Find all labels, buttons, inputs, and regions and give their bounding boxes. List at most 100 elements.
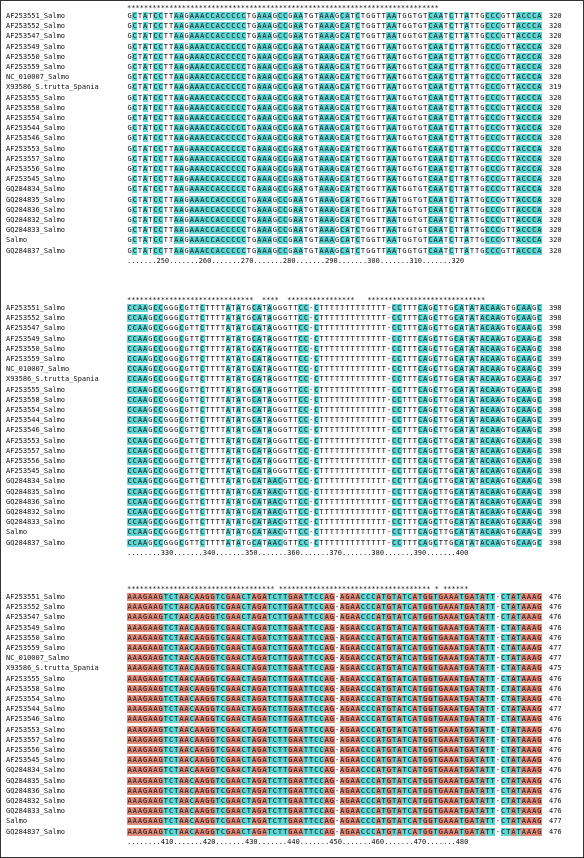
residue: C: [158, 83, 164, 92]
residue: A: [526, 644, 532, 652]
residue: A: [235, 593, 242, 601]
residue: T: [293, 406, 298, 414]
residue: T: [220, 426, 226, 435]
residue: T: [397, 175, 402, 184]
residue: A: [464, 205, 470, 214]
residue: A: [256, 205, 262, 214]
residue: G: [371, 32, 376, 41]
residue: C: [484, 314, 491, 323]
residue: T: [381, 446, 386, 455]
residue: T: [246, 154, 252, 163]
residue: T: [168, 63, 174, 71]
residue: A: [386, 185, 392, 194]
residue: A: [142, 83, 148, 92]
residue: G: [277, 365, 283, 374]
residue: A: [178, 144, 185, 153]
residue: T: [469, 83, 475, 92]
residue: T: [412, 446, 418, 455]
residue: C: [225, 32, 231, 41]
residue: A: [329, 103, 335, 112]
residue: A: [261, 83, 268, 92]
residue: G: [210, 664, 216, 673]
residue: G: [511, 334, 516, 343]
position-count: 476: [549, 613, 562, 622]
residue: A: [469, 518, 475, 527]
residue: C: [453, 467, 459, 476]
residue: T: [137, 52, 143, 61]
residue: A: [256, 314, 262, 323]
residue: T: [397, 185, 402, 194]
residue: G: [386, 674, 392, 683]
residue: A: [142, 165, 148, 173]
residue: C: [158, 114, 164, 122]
residue: A: [324, 695, 330, 703]
residue: G: [464, 684, 470, 693]
residue: A: [396, 593, 402, 601]
residue: C: [531, 103, 537, 112]
sequence-name: AF253544_Salmo: [6, 705, 66, 714]
residue: A: [490, 477, 496, 486]
residue: C: [531, 175, 537, 184]
residue: G: [334, 93, 340, 102]
residue: T: [163, 42, 169, 51]
residue: G: [174, 355, 179, 363]
residue: T: [438, 477, 443, 486]
residue: A: [412, 603, 418, 612]
residue: C: [204, 175, 210, 184]
residue: C: [277, 22, 283, 31]
residue: T: [464, 467, 469, 476]
residue: T: [469, 165, 475, 173]
residue: A: [215, 52, 221, 61]
residue: T: [210, 375, 215, 384]
residue: T: [376, 457, 381, 465]
residue: A: [293, 695, 299, 703]
residue: A: [464, 134, 470, 143]
residue: C: [448, 83, 454, 92]
residue: C: [132, 144, 138, 153]
residue: T: [381, 664, 387, 673]
sequence-name: AF253544_Salmo: [6, 124, 66, 133]
residue: C: [241, 644, 247, 652]
residue: A: [350, 623, 356, 632]
residue: G: [174, 477, 179, 486]
residue: G: [428, 344, 433, 353]
residue: T: [293, 528, 298, 537]
residue: A: [298, 603, 304, 612]
residue: T: [474, 654, 480, 663]
residue: A: [422, 365, 428, 374]
residue: G: [288, 246, 293, 255]
residue: A: [261, 205, 268, 214]
residue: T: [148, 114, 153, 122]
residue: T: [360, 32, 366, 41]
residue: A: [173, 246, 179, 255]
position-count: 320: [549, 32, 562, 41]
residue: T: [334, 365, 340, 374]
residue: G: [174, 385, 179, 394]
residue: G: [334, 42, 340, 51]
residue: G: [417, 83, 423, 92]
residue: A: [464, 195, 470, 204]
residue: T: [246, 664, 252, 673]
residue: C: [339, 144, 345, 153]
sequence-name: AF253547_Salmo: [6, 613, 66, 622]
residue: G: [417, 73, 423, 82]
residue: T: [340, 487, 345, 496]
residue: C: [220, 22, 226, 31]
residue: T: [340, 416, 345, 425]
residue: T: [350, 508, 355, 516]
residue: -: [309, 324, 314, 333]
residue: A: [344, 246, 351, 255]
residue: A: [469, 633, 475, 642]
residue: T: [308, 613, 314, 622]
residue: T: [340, 538, 345, 547]
residue: A: [469, 406, 475, 414]
residue: T: [241, 395, 246, 404]
residue: C: [521, 124, 527, 133]
residue: A: [256, 538, 262, 547]
residue: C: [168, 613, 174, 622]
residue: A: [526, 395, 532, 404]
residue: T: [360, 518, 366, 527]
residue: C: [521, 93, 527, 102]
residue: G: [174, 344, 179, 353]
residue: T: [423, 63, 428, 71]
